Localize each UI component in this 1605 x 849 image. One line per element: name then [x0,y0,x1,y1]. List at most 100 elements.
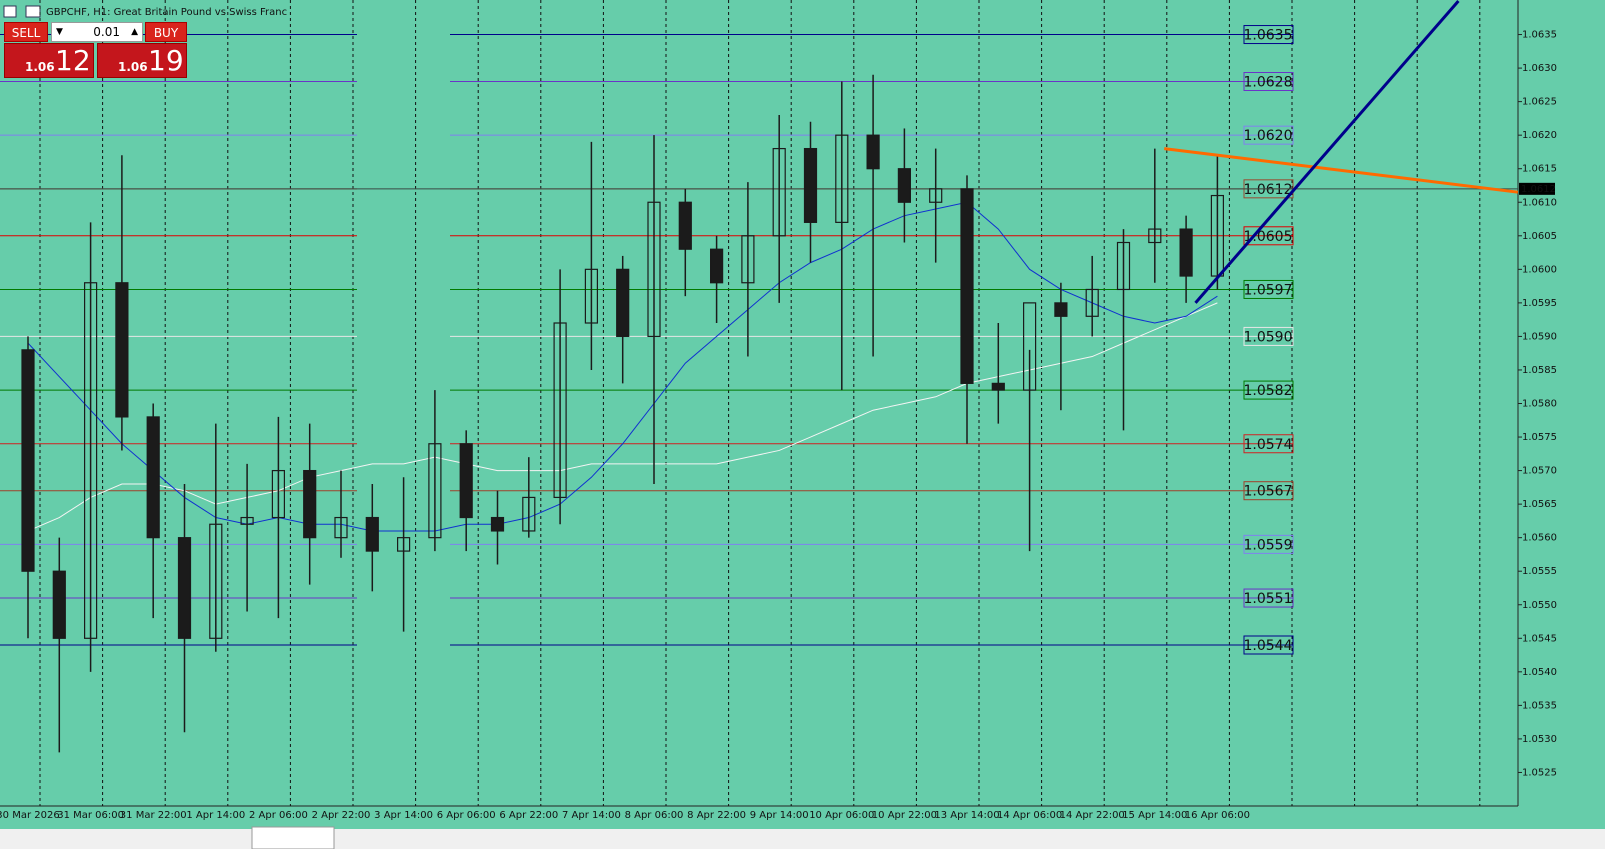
y-tick-label: 1.0530 [1522,734,1557,745]
chart-tab[interactable] [251,826,335,849]
candle-body [678,201,692,250]
level-label-box [1243,481,1294,501]
level-label: 1.0567 [1244,484,1293,500]
y-tick-label: 1.0560 [1522,533,1557,544]
volume-up[interactable]: ▲ [131,27,138,37]
y-tick-label: 1.0610 [1522,197,1557,208]
x-tick-label: 10 Apr 22:00 [872,810,937,821]
y-tick-label: 1.0600 [1522,264,1557,275]
level-label-box [1243,434,1294,454]
candle-body [397,537,411,552]
candle-body [803,147,818,223]
x-tick-label: 30 Mar 2026 [0,810,60,821]
x-tick-label: 13 Apr 14:00 [934,810,999,821]
candle-body [334,516,348,539]
level-label-box [1243,326,1294,346]
y-tick-label: 1.0595 [1522,298,1557,309]
level-label: 1.0544 [1244,638,1293,654]
y-tick-label: 1.0545 [1522,633,1557,644]
chart-background [0,0,1605,829]
candle-body [177,537,192,639]
current-price-label: 1.0612 [1521,184,1556,195]
candle-body [709,248,724,284]
candle-body [459,443,473,519]
candle-body [52,570,66,639]
trade-panel: SELL ▼ 0.01 ▲ BUY 1.06 12 1.06 19 [4,22,187,78]
candle-body [1022,302,1037,391]
y-tick-label: 1.0550 [1522,600,1557,611]
sell-button[interactable]: SELL [4,22,48,42]
bid-quote[interactable]: 1.06 12 [4,43,94,78]
level-label: 1.0635 [1244,28,1293,44]
level-label-box [1243,279,1294,299]
level-label: 1.0620 [1244,128,1293,144]
y-tick-label: 1.0535 [1522,700,1557,711]
y-tick-label: 1.0635 [1522,30,1557,41]
level-label-box [1243,635,1294,655]
candle-body [21,349,35,572]
x-tick-label: 9 Apr 14:00 [750,810,809,821]
x-tick-label: 15 Apr 14:00 [1122,810,1187,821]
candle-body [1148,228,1162,244]
y-tick-label: 1.0590 [1522,331,1557,342]
bid-prefix: 1.06 [25,60,55,74]
candle-body [1054,302,1068,317]
level-label: 1.0597 [1244,282,1293,298]
x-tick-label: 14 Apr 06:00 [997,810,1062,821]
moving-average [27,302,1218,532]
y-tick-label: 1.0620 [1522,130,1557,141]
candle-body [115,282,129,418]
volume-field[interactable]: ▼ 0.01 ▲ [51,22,143,42]
candle-body [1179,228,1193,277]
level-label-box [1243,25,1294,45]
x-tick-label: 2 Apr 06:00 [249,810,308,821]
y-tick-label: 1.0615 [1522,164,1557,175]
candle-body [835,134,849,223]
level-label: 1.0612 [1244,182,1293,198]
buy-button[interactable]: BUY [145,22,187,42]
candle-body [866,134,880,170]
x-tick-label: 7 Apr 14:00 [562,810,621,821]
x-tick-label: 31 Mar 22:00 [120,810,187,821]
candle-body [647,201,661,338]
ask-prefix: 1.06 [118,60,148,74]
tab-bar [0,829,1605,849]
x-tick-label: 1 Apr 14:00 [186,810,245,821]
level-label-box [1243,226,1294,246]
y-tick-label: 1.0555 [1522,566,1557,577]
y-tick-label: 1.0605 [1522,231,1557,242]
volume-down[interactable]: ▼ [56,27,63,37]
x-tick-label: 31 Mar 06:00 [57,810,124,821]
candle-body [929,188,943,203]
candle-body [1116,241,1131,291]
candle-body [522,496,536,532]
candle-body [146,416,160,539]
candle-body [209,523,223,639]
x-tick-label: 6 Apr 22:00 [499,810,558,821]
trendline [1194,0,1460,304]
ask-quote[interactable]: 1.06 19 [97,43,187,78]
y-tick-label: 1.0525 [1522,767,1557,778]
level-label-box [1243,534,1294,554]
candle-body [303,469,317,539]
candle-body [897,168,912,203]
candle-body [240,516,254,525]
level-label-box [1243,72,1294,91]
candle-body [1085,288,1099,317]
level-label: 1.0605 [1244,229,1293,245]
x-tick-label: 2 Apr 22:00 [312,810,371,821]
chart-icon[interactable] [25,5,41,18]
level-label: 1.0590 [1244,329,1293,345]
menu-icon[interactable] [3,5,17,18]
y-tick-label: 1.0630 [1522,63,1557,74]
candle-body [772,147,786,237]
candle-body [991,382,1005,391]
volume-value[interactable]: 0.01 [93,25,120,39]
candle-body [616,268,630,338]
y-tick-label: 1.0565 [1522,499,1557,510]
level-label: 1.0582 [1244,383,1293,399]
x-tick-label: 3 Apr 14:00 [374,810,433,821]
y-tick-label: 1.0575 [1522,432,1557,443]
